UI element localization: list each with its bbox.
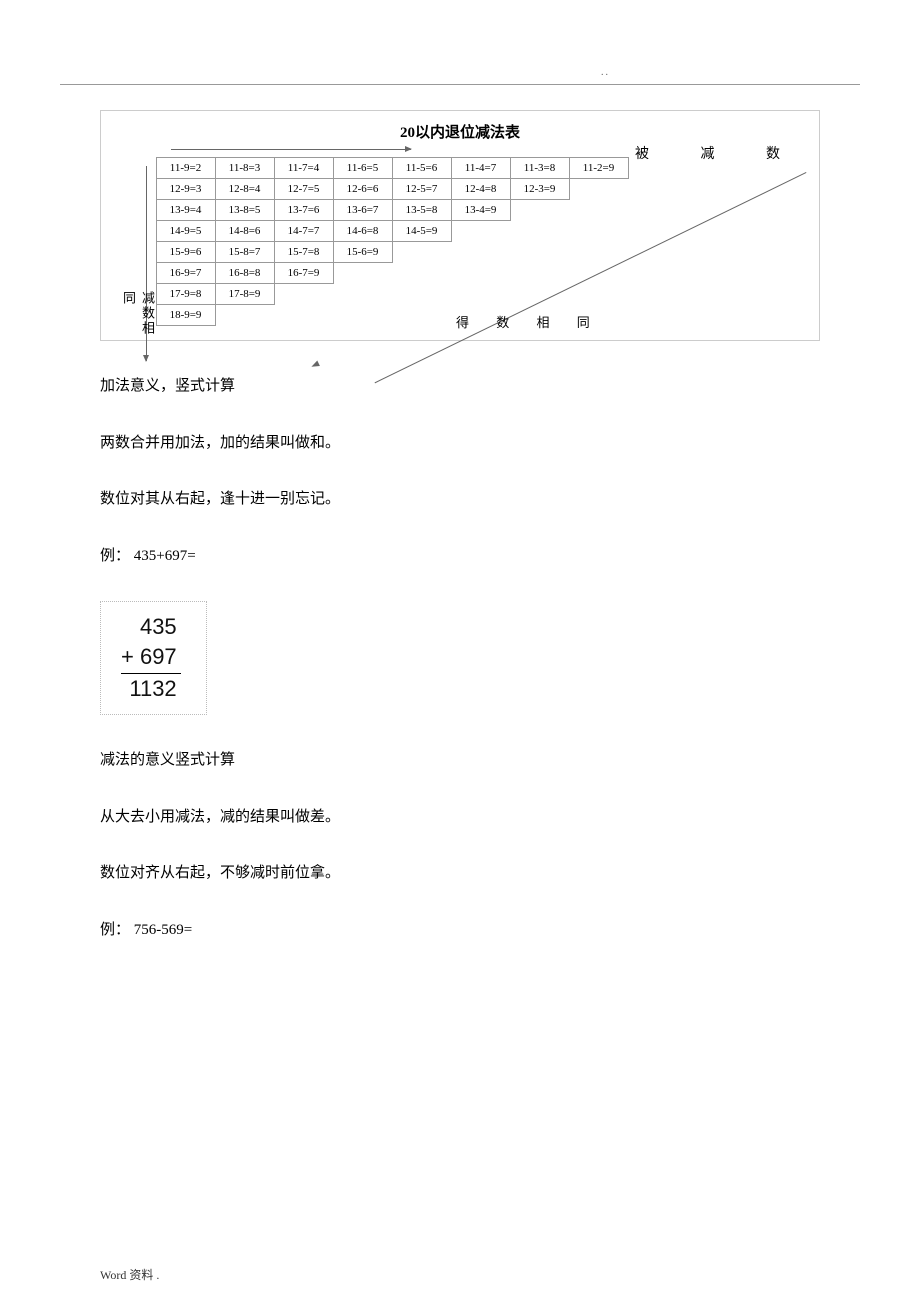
subtraction-table-container: 20以内退位减法表 被 减 数 减数相同 得 数 相 同 11-9=2 11-8… [100,110,820,341]
table-cell: 15-6=9 [333,241,393,263]
table-cell: 17-8=9 [215,283,275,305]
paragraph: 数位对其从右起，逢十进一别忘记。 [100,488,820,511]
table-cell: 13-8=5 [215,199,275,221]
paragraph: 例： 435+697= [100,545,820,568]
page-header: .. [60,0,860,85]
header-dots: .. [601,67,610,78]
table-title: 20以内退位减法表 [116,121,804,142]
table-cell: 14-9=5 [156,220,216,242]
table-cell: 16-7=9 [274,262,334,284]
table-cell: 13-7=6 [274,199,334,221]
table-cell: 11-6=5 [333,157,393,179]
top-arrow-icon [171,149,411,150]
table-cell: 16-9=7 [156,262,216,284]
table-row: 12-9=3 12-8=4 12-7=5 12-6=6 12-5=7 12-4=… [156,178,804,199]
table-row: 11-9=2 11-8=3 11-7=4 11-6=5 11-5=6 11-4=… [156,157,804,178]
table-cell: 15-9=6 [156,241,216,263]
paragraph: 减法的意义竖式计算 [100,749,820,772]
table-cell: 11-9=2 [156,157,216,179]
paragraph: 两数合并用加法，加的结果叫做和。 [100,432,820,455]
left-axis-label: 减数相同 [119,291,157,340]
table-cell: 17-9=8 [156,283,216,305]
paragraph: 例： 756-569= [100,919,820,942]
table-cell: 12-9=3 [156,178,216,200]
table-cell: 11-7=4 [274,157,334,179]
paragraph: 数位对齐从右起，不够减时前位拿。 [100,862,820,885]
table-cell: 11-3=8 [510,157,570,179]
calc-line: 435 [121,612,181,642]
table-cell: 11-8=3 [215,157,275,179]
table-cell: 15-8=7 [215,241,275,263]
page-footer: Word 资料 . [100,1266,159,1303]
table-cell: 11-5=6 [392,157,452,179]
table-cell: 13-9=4 [156,199,216,221]
paragraph: 从大去小用减法，减的结果叫做差。 [100,806,820,829]
diagonal-arrowhead-icon [310,361,320,370]
table-cell: 12-7=5 [274,178,334,200]
table-cell: 13-6=7 [333,199,393,221]
table-cell: 11-2=9 [569,157,629,179]
table-cell: 12-5=7 [392,178,452,200]
content-area: 20以内退位减法表 被 减 数 减数相同 得 数 相 同 11-9=2 11-8… [0,110,920,981]
diagonal-label: 得 数 相 同 [456,312,602,331]
table-row: 15-9=6 15-8=7 15-7=8 15-6=9 [156,241,804,262]
table-row: 14-9=5 14-8=6 14-7=7 14-6=8 14-5=9 [156,220,804,241]
table-cell: 12-3=9 [510,178,570,200]
table-cell: 14-6=8 [333,220,393,242]
calc-result: 1132 [121,673,181,704]
table-cell: 13-5=8 [392,199,452,221]
table-cell: 14-7=7 [274,220,334,242]
table-row: 16-9=7 16-8=8 16-7=9 [156,262,804,283]
table-cell: 12-6=6 [333,178,393,200]
table-cell: 12-4=8 [451,178,511,200]
calc-line: + 697 [121,642,181,672]
table-cell: 12-8=4 [215,178,275,200]
table-row: 13-9=4 13-8=5 13-7=6 13-6=7 13-5=8 13-4=… [156,199,804,220]
paragraph: 加法意义，竖式计算 [100,375,820,398]
addition-vertical-calc: 435 + 697 1132 [100,601,207,715]
table-cell: 11-4=7 [451,157,511,179]
subtraction-table: 得 数 相 同 11-9=2 11-8=3 11-7=4 11-6=5 11-5… [156,157,804,325]
table-cell: 13-4=9 [451,199,511,221]
table-row: 17-9=8 17-8=9 [156,283,804,304]
table-cell: 14-8=6 [215,220,275,242]
table-cell: 15-7=8 [274,241,334,263]
table-cell: 16-8=8 [215,262,275,284]
table-cell: 18-9=9 [156,304,216,326]
table-cell: 14-5=9 [392,220,452,242]
